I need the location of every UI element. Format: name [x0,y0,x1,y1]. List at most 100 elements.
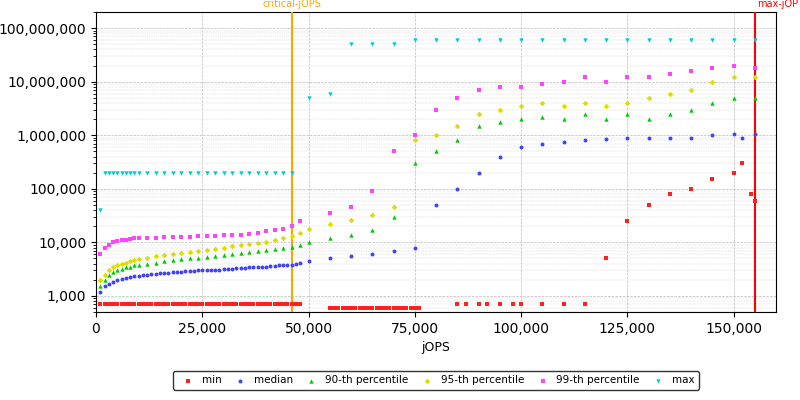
median [136,271,149,278]
median [106,279,119,286]
median [132,272,145,279]
95-th percentile [234,242,247,248]
median [154,270,166,276]
95-th percentile [578,100,591,106]
median [536,140,549,147]
95-th percentile [302,226,315,232]
median [387,248,400,254]
median [272,262,285,269]
95-th percentile [323,221,336,227]
median [621,134,634,141]
min [345,304,358,311]
95-th percentile [251,240,264,246]
min [166,301,179,307]
99-th percentile [251,230,264,236]
99-th percentile [294,218,306,224]
99-th percentile [98,244,111,251]
95-th percentile [536,100,549,106]
95-th percentile [242,241,255,248]
max [123,170,136,176]
90-th percentile [242,249,255,255]
min [400,304,413,311]
min [247,301,260,307]
max [234,170,247,176]
95-th percentile [209,246,222,252]
min [204,301,217,307]
99-th percentile [557,78,570,85]
95-th percentile [98,271,111,278]
90-th percentile [727,94,740,101]
95-th percentile [706,78,718,85]
max [685,37,698,43]
median [183,268,196,274]
90-th percentile [226,251,238,258]
median [226,266,238,272]
95-th percentile [366,212,378,218]
max [98,170,111,176]
max [119,170,132,176]
median [685,134,698,141]
95-th percentile [621,100,634,106]
99-th percentile [642,74,655,81]
99-th percentile [111,238,124,244]
95-th percentile [192,248,205,254]
90-th percentile [578,111,591,117]
max [727,37,740,43]
min [251,301,264,307]
min [128,301,141,307]
median [430,202,442,208]
min [145,301,158,307]
max [192,170,205,176]
median [578,137,591,144]
median [323,255,336,262]
min [404,304,417,311]
max [557,37,570,43]
90-th percentile [183,255,196,262]
95-th percentile [494,106,506,113]
min [362,304,374,311]
max [132,170,145,176]
max [621,37,634,43]
99-th percentile [132,235,145,241]
95-th percentile [111,262,124,269]
max [277,170,290,176]
99-th percentile [685,68,698,74]
min [336,304,349,311]
95-th percentile [451,122,464,129]
min [494,301,506,307]
95-th percentile [200,246,213,253]
90-th percentile [234,250,247,256]
90-th percentile [259,247,272,253]
median [179,268,192,274]
90-th percentile [302,239,315,246]
min [358,304,370,311]
90-th percentile [323,235,336,241]
95-th percentile [119,259,132,266]
99-th percentile [102,242,115,248]
max [430,37,442,43]
median [222,266,234,272]
max [226,170,238,176]
median [268,263,281,269]
median [302,258,315,264]
median [141,271,154,278]
90-th percentile [200,254,213,260]
90-th percentile [158,258,170,265]
95-th percentile [166,251,179,257]
min [374,304,387,311]
median [209,266,222,273]
min [158,301,170,307]
min [663,191,676,197]
90-th percentile [345,231,358,238]
median [217,266,230,272]
min [149,301,162,307]
90-th percentile [268,246,281,252]
99-th percentile [183,234,196,240]
95-th percentile [600,103,613,109]
median [162,270,174,276]
median [242,264,255,271]
Text: critical-jOPS: critical-jOPS [262,0,321,9]
max [251,170,264,176]
99-th percentile [323,210,336,216]
min [748,198,761,204]
